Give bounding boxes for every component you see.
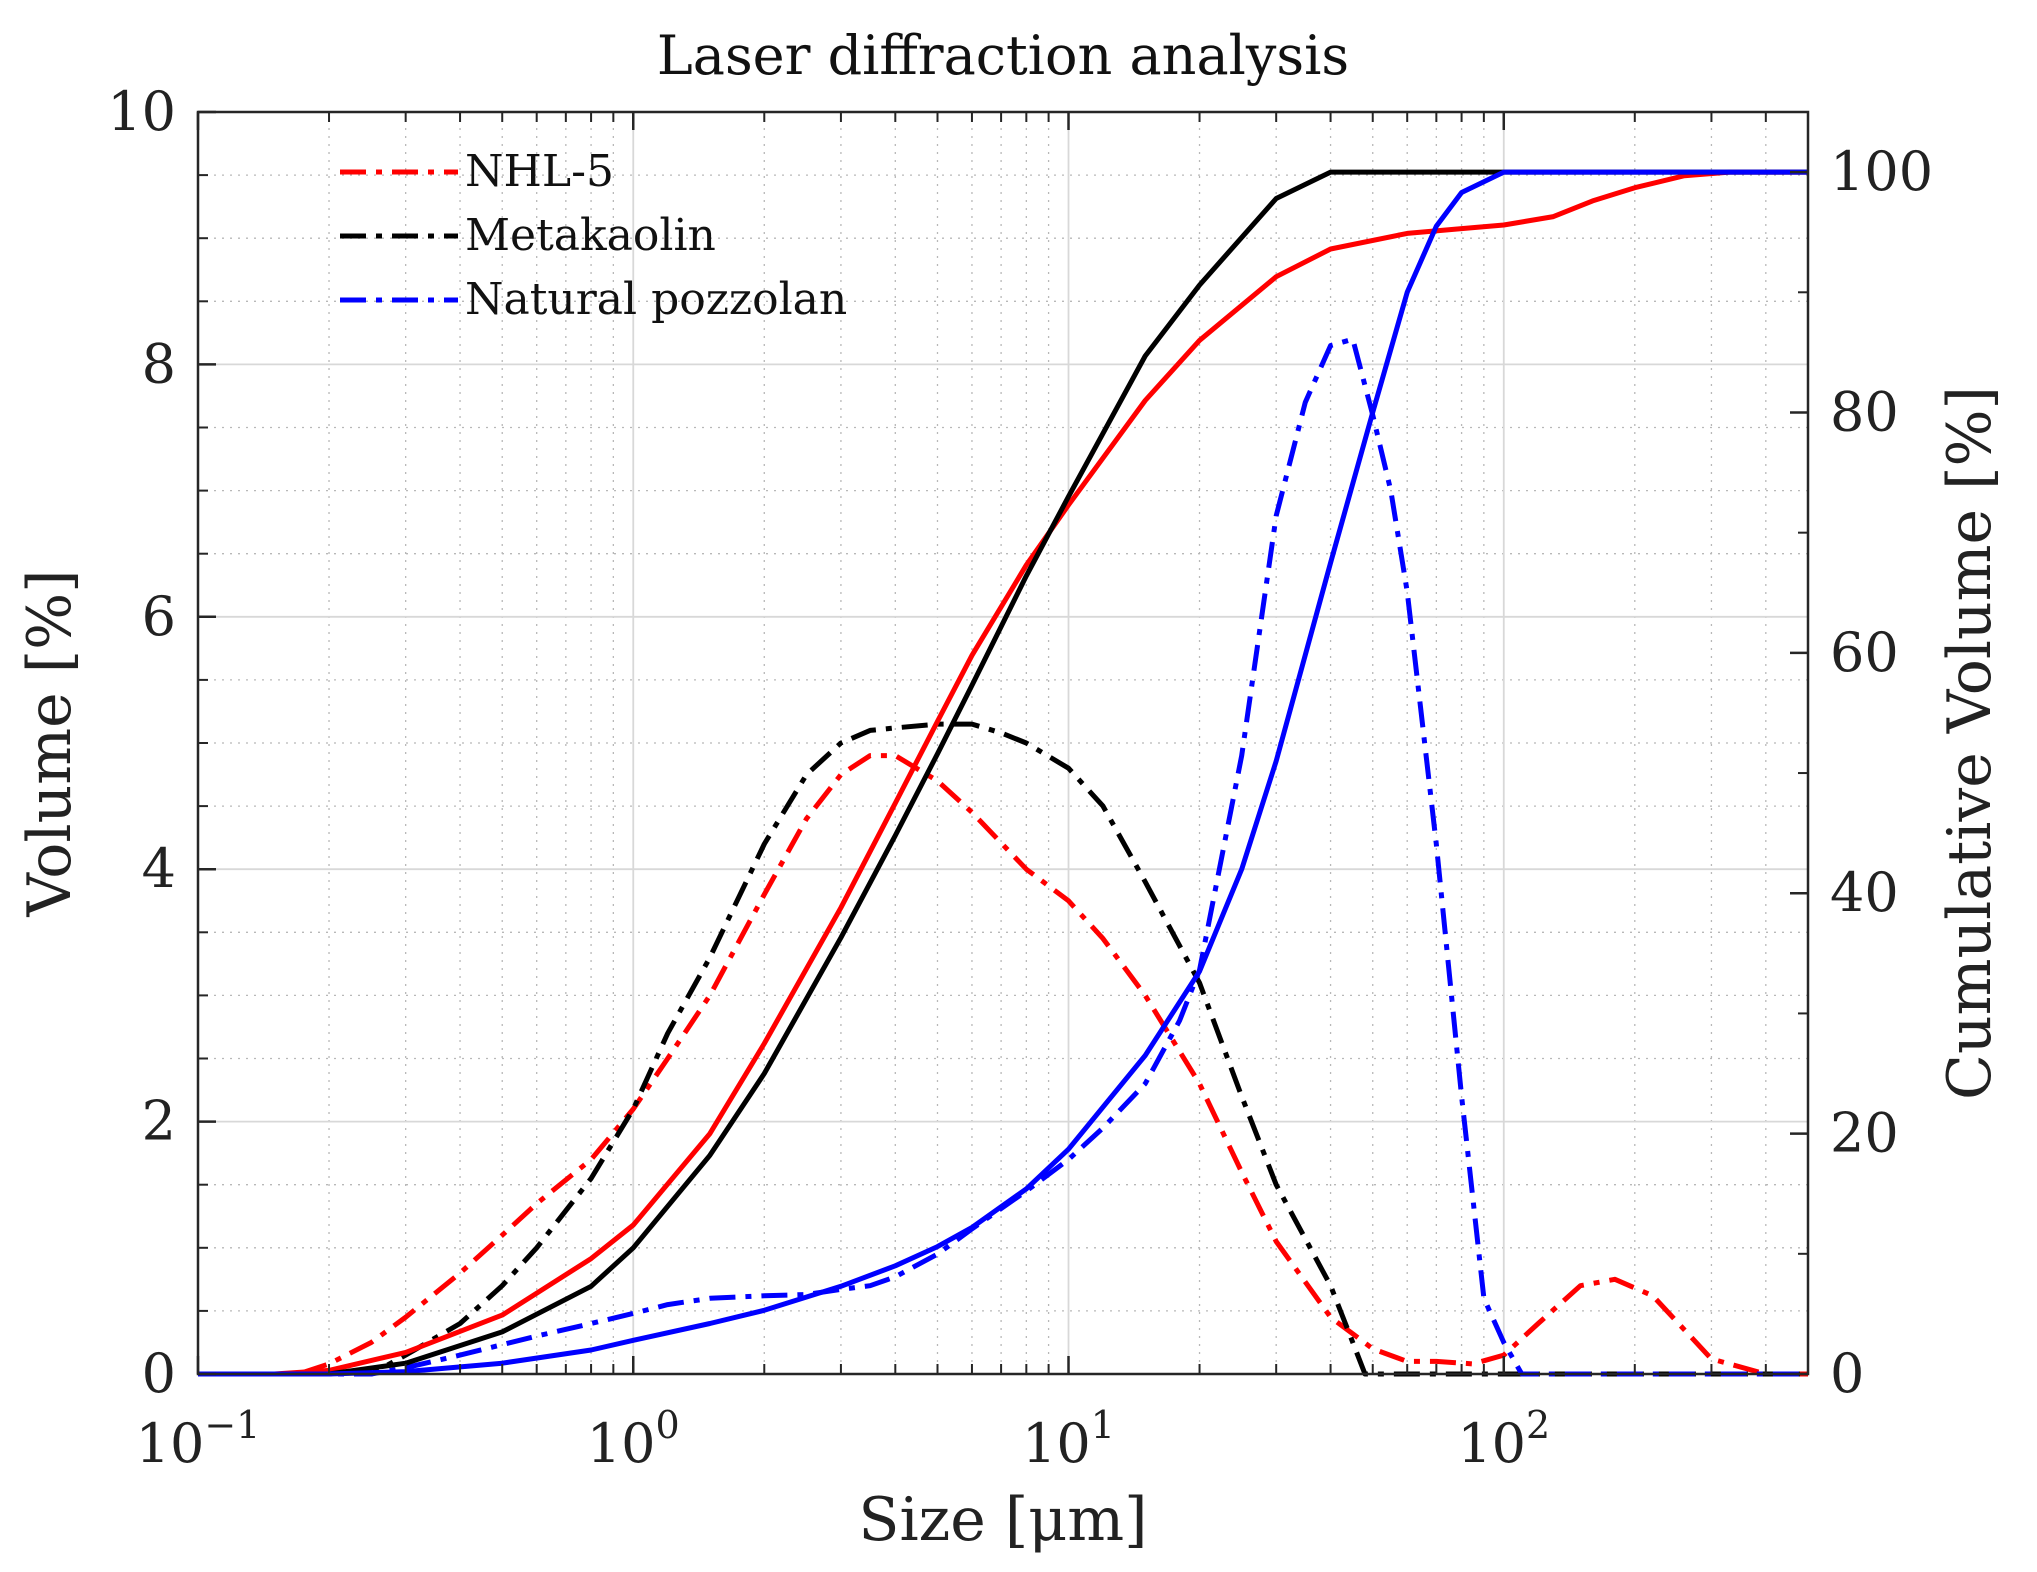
x-tick-label: 101: [1022, 1403, 1115, 1475]
y2-tick-label: 100: [1830, 140, 1933, 203]
y-tick-label: 2: [142, 1090, 176, 1153]
x-tick-label: 100: [587, 1403, 680, 1475]
x-tick-label: 102: [1457, 1403, 1550, 1475]
series-line-metakaolin-cumulative: [198, 169, 1808, 1377]
y2-tick-label: 20: [1830, 1102, 1899, 1165]
y-tick-label: 0: [142, 1342, 176, 1405]
series-line-natural-pozzolan-cumulative: [198, 169, 1808, 1377]
series-group: [198, 169, 1808, 1377]
series-line-metakaolin: [198, 721, 1808, 1377]
legend-label-nhl5: NHL-5: [465, 146, 614, 197]
series-line-nhl-5: [198, 753, 1808, 1377]
series-line-natural-pozzolan: [198, 336, 1808, 1377]
legend-label-metakaolin: Metakaolin: [465, 210, 716, 261]
y2-tick-label: 40: [1830, 861, 1899, 924]
y-tick-label: 6: [142, 585, 176, 648]
y-tick-label: 4: [142, 837, 176, 900]
y2-tick-label: 0: [1830, 1342, 1864, 1405]
legend-label-natural-pozzolan: Natural pozzolan: [465, 274, 847, 325]
legend: NHL-5 Metakaolin Natural pozzolan: [340, 146, 847, 325]
chart-title: Laser diffraction analysis: [657, 24, 1349, 87]
y2-axis-title: Cumulative Volume [%]: [1935, 386, 2005, 1100]
y2-tick-label: 60: [1830, 621, 1899, 684]
y-tick-label: 10: [107, 80, 176, 143]
y-tick-label: 8: [142, 332, 176, 395]
x-tick-label: 10−1: [136, 1403, 261, 1475]
x-axis-title: Size [μm]: [858, 1485, 1147, 1555]
y2-tick-label: 80: [1830, 380, 1899, 443]
y-axis-title: Volume [%]: [15, 569, 85, 917]
